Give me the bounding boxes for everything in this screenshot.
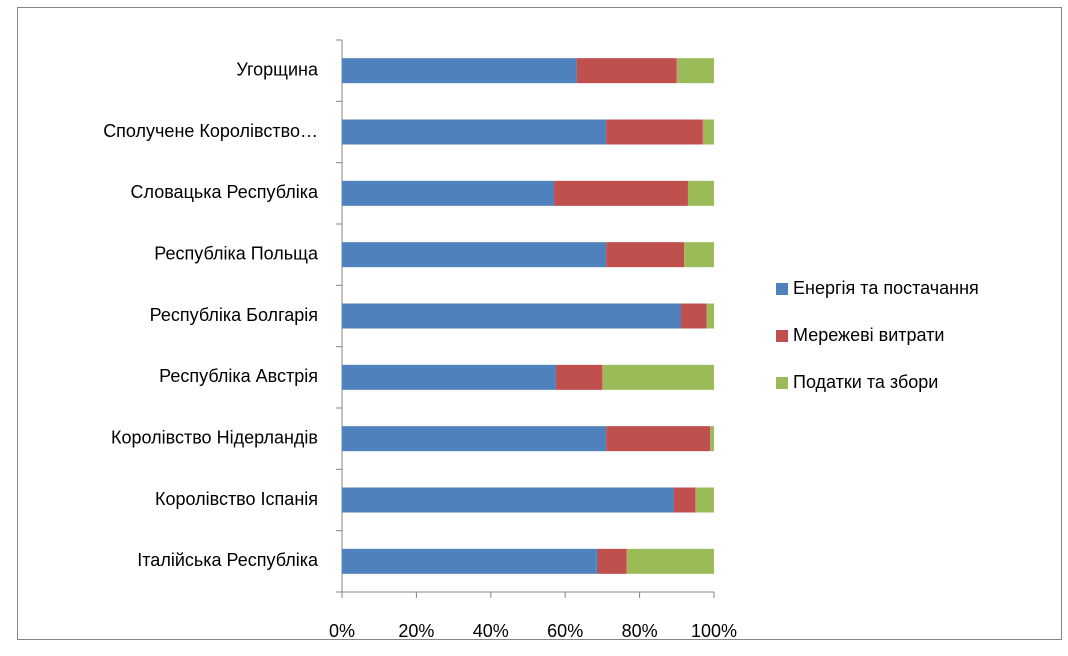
bar-segment <box>695 487 714 513</box>
bar-segment <box>342 180 555 206</box>
bar-segment <box>596 548 627 574</box>
bar-segment <box>702 119 714 145</box>
y-tick-label: Угорщина <box>236 59 319 79</box>
bar-segment <box>684 242 714 268</box>
bar-segment <box>606 242 685 268</box>
bar-segment <box>555 364 603 390</box>
bar-segment <box>554 180 688 206</box>
bar-segment <box>673 487 696 513</box>
y-tick-label: Республіка Болгарія <box>150 305 318 325</box>
bar-segment <box>710 426 714 452</box>
bar-segment <box>342 426 607 452</box>
bar-segment <box>342 364 556 390</box>
bar-segment <box>687 180 714 206</box>
legend-label: Енергія та постачання <box>793 278 979 298</box>
bar-segment <box>576 58 677 84</box>
legend-label: Мережеві витрати <box>793 325 944 345</box>
y-tick-label: Сполучене Королівство… <box>103 121 318 141</box>
x-tick-label: 20% <box>398 621 434 641</box>
legend-swatch <box>776 377 788 389</box>
bar-segment <box>342 242 607 268</box>
x-tick-label: 0% <box>329 621 355 641</box>
bar-segment <box>342 119 607 145</box>
y-tick-label: Республіка Австрія <box>159 366 318 386</box>
bar-segment <box>676 58 714 84</box>
bar-segment <box>606 426 711 452</box>
legend-label: Податки та збори <box>793 372 938 392</box>
x-tick-label: 60% <box>547 621 583 641</box>
x-tick-label: 80% <box>622 621 658 641</box>
x-tick-label: 100% <box>691 621 737 641</box>
y-tick-label: Словацька Республіка <box>130 182 319 202</box>
y-tick-label: Італійська Республіка <box>137 550 319 570</box>
bar-segment <box>342 58 577 84</box>
bar-segment <box>606 119 703 145</box>
y-tick-label: Королівство Нідерландів <box>111 427 318 447</box>
y-tick-label: Республіка Польща <box>154 243 319 263</box>
legend-swatch <box>776 330 788 342</box>
bar-segment <box>602 364 714 390</box>
bar-segment <box>342 487 674 513</box>
y-tick-label: Королівство Іспанія <box>155 489 318 509</box>
x-tick-label: 40% <box>473 621 509 641</box>
bar-segment <box>680 303 707 329</box>
legend-swatch <box>776 283 788 295</box>
bar-segment <box>342 303 681 329</box>
bar-segment <box>342 548 597 574</box>
bar-segment <box>626 548 714 574</box>
bar-segment <box>706 303 714 329</box>
